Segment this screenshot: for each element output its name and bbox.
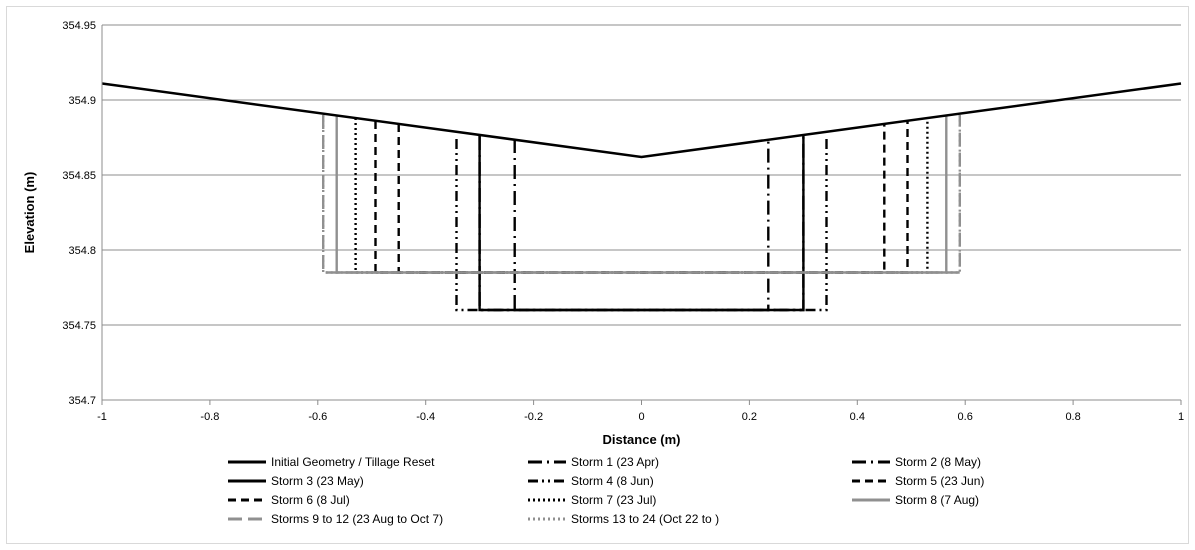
- y-tick-label: 354.75: [62, 320, 96, 332]
- legend-label: Storm 3 (23 May): [271, 474, 364, 488]
- legend-label: Storm 8 (7 Aug): [895, 493, 979, 507]
- series-line: [513, 139, 770, 312]
- x-tick-label: -0.8: [200, 411, 219, 423]
- series-line: [335, 116, 948, 274]
- series-line: [322, 115, 961, 274]
- y-tick-label: 354.85: [62, 170, 96, 182]
- series-line: [101, 82, 1182, 159]
- series-line: [322, 115, 961, 274]
- legend-label: Storm 7 (23 Jul): [571, 493, 656, 507]
- y-tick-label: 354.95: [62, 20, 96, 32]
- x-axis-title: Distance (m): [602, 432, 680, 447]
- legend-label: Storm 2 (8 May): [895, 455, 981, 469]
- series-layer: [101, 82, 1182, 312]
- series-line: [478, 136, 805, 312]
- legend-label: Storm 4 (8 Jun): [571, 474, 654, 488]
- x-tick-label: 0.8: [1065, 411, 1080, 423]
- x-tick-label: -0.6: [308, 411, 327, 423]
- x-tick-label: 0.4: [850, 411, 865, 423]
- legend-label: Storm 1 (23 Apr): [571, 455, 659, 469]
- legend-label: Storm 6 (8 Jul): [271, 493, 350, 507]
- legend-label: Initial Geometry / Tillage Reset: [271, 455, 435, 469]
- x-tick-label: 0.6: [958, 411, 973, 423]
- chart-frame: [6, 6, 1189, 544]
- y-axis-title: Elevation (m): [22, 172, 37, 254]
- y-tick-label: 354.8: [68, 245, 96, 257]
- legend-label: Storms 13 to 24 (Oct 22 to ): [571, 512, 719, 526]
- x-tick-label: 1: [1178, 411, 1184, 423]
- series-line: [455, 139, 828, 312]
- x-tick-label: 0.2: [742, 411, 757, 423]
- y-tick-label: 354.7: [68, 395, 96, 407]
- legend-label: Storms 9 to 12 (23 Aug to Oct 7): [271, 512, 443, 526]
- x-tick-label: -1: [97, 411, 107, 423]
- x-tick-label: -0.2: [524, 411, 543, 423]
- axis-layer: 354.7 354.75 354.8 354.85 354.9 354.95 -1 -0.8 -…: [62, 20, 1184, 423]
- y-tick-label: 354.9: [68, 95, 96, 107]
- x-tick-label: 0: [638, 411, 644, 423]
- legend-label: Storm 5 (23 Jun): [895, 474, 984, 488]
- legend: Initial Geometry / Tillage Reset Storm 1 …: [228, 455, 984, 526]
- grid-layer: [102, 24, 1181, 401]
- series-line: [478, 136, 805, 312]
- series-line: [354, 118, 929, 274]
- x-tick-label: -0.4: [416, 411, 435, 423]
